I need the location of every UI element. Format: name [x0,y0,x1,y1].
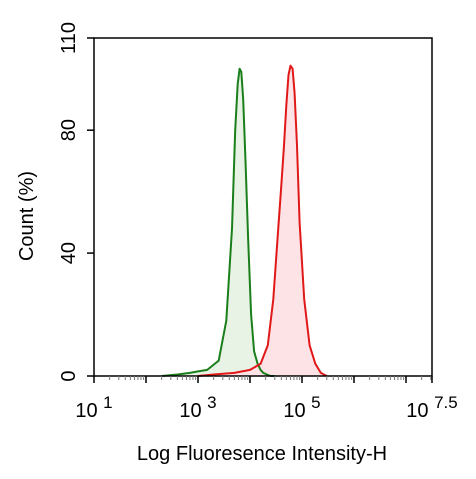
x-axis: 10 1 10 3 10 5 10 7.5 [75,376,458,422]
y-tick-label: 0 [58,370,80,381]
y-tick-label: 40 [58,242,80,264]
plot-frame [93,37,433,377]
series-0-area [161,68,275,376]
x-tick-label: 10 1 [75,393,112,422]
series-1-line [197,64,328,377]
x-axis-title: Log Fluoresence Intensity-H [137,443,387,465]
y-axis: 0 40 80 110 [58,22,94,382]
x-tick-label: 10 7.5 [406,393,457,422]
x-tick-label: 10 3 [179,393,216,422]
x-tick-label: 10 5 [283,393,320,422]
series-0-line [161,67,275,377]
y-tick-label: 80 [58,119,80,141]
y-axis-title: Count (%) [16,171,38,261]
y-tick-label: 110 [58,22,80,54]
series-fills [161,65,327,376]
series-lines [161,64,328,377]
series-1-area [198,65,327,376]
